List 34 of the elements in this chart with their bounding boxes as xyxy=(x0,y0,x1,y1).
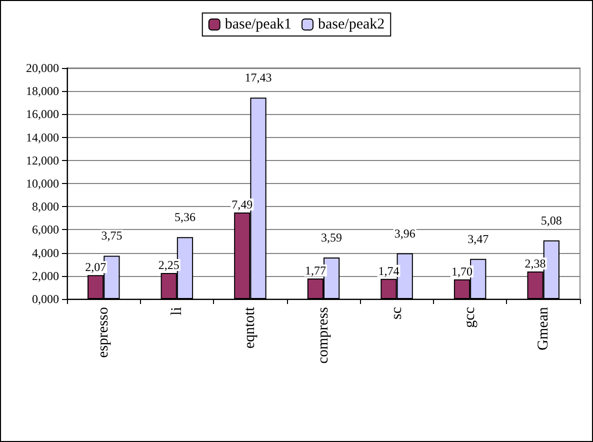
data-label: 3,59 xyxy=(321,230,342,245)
legend-label: base/peak1 xyxy=(224,16,292,32)
x-tick-label: eqntott xyxy=(242,306,258,349)
x-tick-label: Gmean xyxy=(535,306,552,350)
x-tick-label: espresso xyxy=(96,307,112,358)
y-tick-label: 18,000 xyxy=(26,84,59,98)
y-tick-label: 16,000 xyxy=(26,107,59,122)
x-tick-label: li xyxy=(168,307,185,316)
y-tick-label: 2,000 xyxy=(32,268,59,283)
y-tick-label: 4,000 xyxy=(32,246,59,260)
data-label: 3,47 xyxy=(468,232,489,246)
x-tick-label: compress xyxy=(316,306,332,364)
data-label: 2,25 xyxy=(158,258,180,272)
data-label: 1,74 xyxy=(378,264,400,278)
y-tick-label: 14,000 xyxy=(26,130,59,144)
data-label: 1,77 xyxy=(304,264,326,278)
x-tick-label: sc xyxy=(388,306,405,320)
legend-label: base/peak2 xyxy=(318,16,385,32)
data-label: 2,07 xyxy=(85,260,106,274)
data-label: 2,38 xyxy=(524,256,546,271)
data-label: 17,43 xyxy=(244,70,272,85)
data-label: 1,70 xyxy=(452,264,473,278)
y-tick-label: 8,000 xyxy=(32,200,59,214)
y-tick-label: 0,000 xyxy=(32,292,59,306)
y-tick-label: 12,000 xyxy=(26,153,59,168)
data-label: 3,75 xyxy=(101,228,122,243)
y-tick-label: 10,000 xyxy=(26,176,59,190)
data-label: 5,36 xyxy=(174,210,196,224)
y-tick-label: 20,000 xyxy=(26,61,59,75)
data-label: 5,08 xyxy=(540,213,562,228)
y-tick-label: 6,000 xyxy=(32,222,59,237)
data-label: 7,49 xyxy=(232,197,253,212)
data-label: 3,96 xyxy=(394,226,416,240)
x-tick-label: gcc xyxy=(462,306,478,328)
